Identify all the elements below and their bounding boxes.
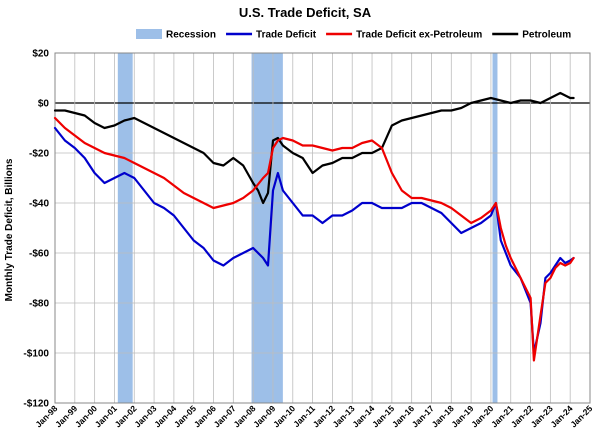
- x-tick-label: Jan-25: [568, 403, 594, 429]
- recession-band-2: [251, 53, 283, 403]
- y-tick-label: -$60: [29, 249, 49, 260]
- y-tick-label: $0: [38, 99, 50, 110]
- plot-frame: [54, 52, 591, 404]
- legend-label-petroleum: Petroleum: [522, 30, 571, 41]
- y-tick-label: $20: [32, 49, 49, 60]
- series-line-petroleum: [53, 91, 575, 205]
- legend: Recession Trade Deficit Trade Deficit ex-P…: [136, 29, 571, 41]
- y-axis-label: Monthly Trade Deficit, Billions: [4, 158, 15, 301]
- y-tick-label: -$100: [23, 349, 49, 360]
- legend-swatch-recession: [136, 29, 162, 39]
- legend-label-trade-deficit: Trade Deficit: [256, 30, 317, 41]
- recession-band-1: [117, 53, 133, 403]
- y-tick-label: -$40: [29, 199, 49, 210]
- series-line-trade-deficit-ex-petroleum: [53, 116, 575, 362]
- chart-title: U.S. Trade Deficit, SA: [239, 5, 372, 20]
- legend-label-recession: Recession: [166, 30, 216, 41]
- y-tick-label: -$80: [29, 299, 49, 310]
- recession-band-3: [492, 53, 498, 403]
- y-tick-label: -$120: [23, 399, 49, 410]
- plot-area: $20$0-$20-$40-$60-$80-$100-$120Jan-98Jan…: [23, 49, 594, 430]
- legend-label-trade-deficit-ex-petroleum: Trade Deficit ex-Petroleum: [356, 30, 482, 41]
- y-tick-label: -$20: [29, 149, 49, 160]
